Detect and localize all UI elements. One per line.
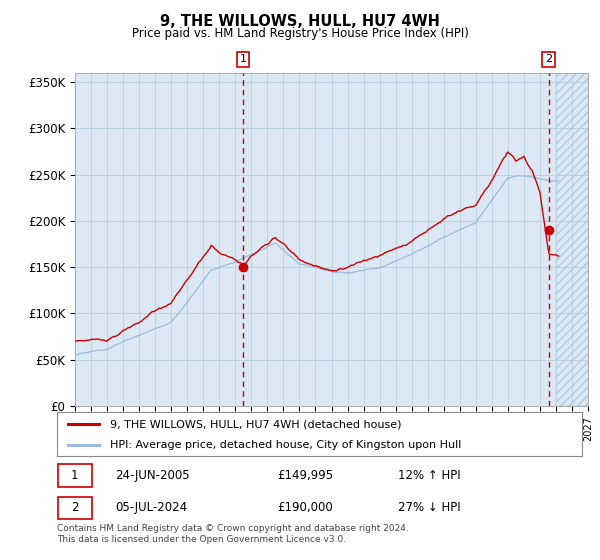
Text: 9, THE WILLOWS, HULL, HU7 4WH: 9, THE WILLOWS, HULL, HU7 4WH [160,14,440,29]
Text: 1: 1 [239,54,247,64]
Text: 2: 2 [545,54,552,64]
Text: 12% ↑ HPI: 12% ↑ HPI [398,469,461,482]
Text: Price paid vs. HM Land Registry's House Price Index (HPI): Price paid vs. HM Land Registry's House … [131,27,469,40]
Text: £149,995: £149,995 [277,469,334,482]
Text: 27% ↓ HPI: 27% ↓ HPI [398,501,461,515]
FancyBboxPatch shape [58,497,92,519]
FancyBboxPatch shape [58,464,92,487]
Text: HPI: Average price, detached house, City of Kingston upon Hull: HPI: Average price, detached house, City… [110,440,461,450]
Text: 2: 2 [71,501,79,515]
Text: £190,000: £190,000 [277,501,333,515]
Text: 24-JUN-2005: 24-JUN-2005 [115,469,190,482]
Text: Contains HM Land Registry data © Crown copyright and database right 2024.
This d: Contains HM Land Registry data © Crown c… [57,524,409,544]
Text: 9, THE WILLOWS, HULL, HU7 4WH (detached house): 9, THE WILLOWS, HULL, HU7 4WH (detached … [110,419,401,429]
Text: 05-JUL-2024: 05-JUL-2024 [115,501,187,515]
Text: 1: 1 [71,469,79,482]
